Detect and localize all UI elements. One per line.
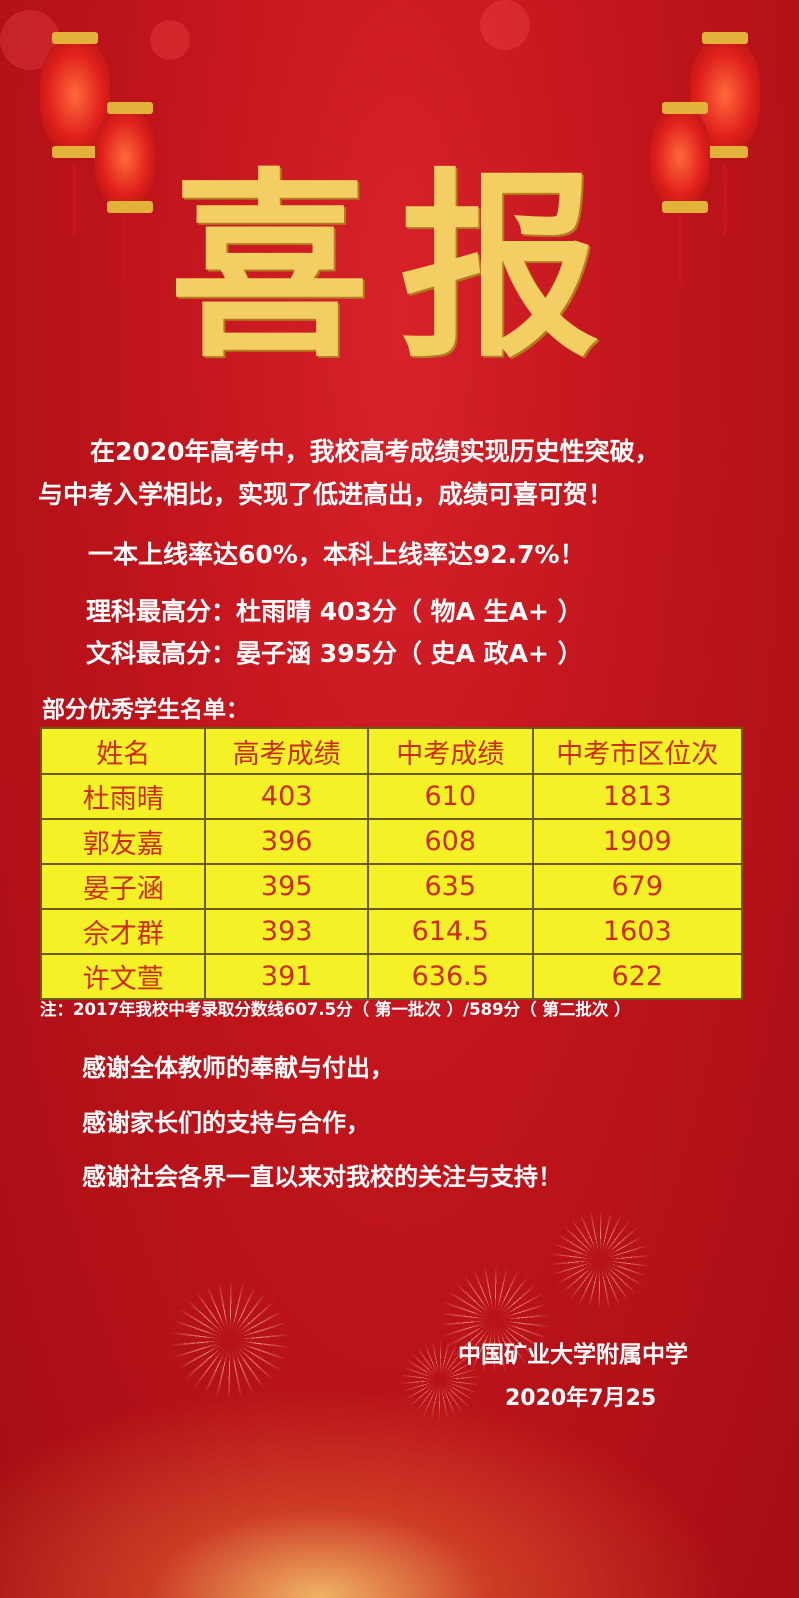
cell-gaokao: 396 [204, 818, 369, 865]
light-glow [0, 1348, 799, 1598]
poster-title: 喜报 [169, 150, 630, 385]
header-cell: 高考成绩 [204, 727, 369, 775]
lantern-icon [650, 102, 710, 213]
intro-line-1: 在2020年高考中，我校高考成绩实现历史性突破， [90, 437, 660, 466]
admission-rates: 一本上线率达60%，本科上线率达92.7%！ [88, 540, 585, 569]
cell-gaokao: 391 [204, 953, 369, 1000]
top-arts-score: 文科最高分：晏子涵 395分（ 史A 政A+ ） [86, 639, 583, 668]
table-row: 许文萱 391 636.5 622 [39, 953, 744, 1000]
cell-rank: 1813 [531, 773, 744, 820]
lantern-icon [95, 102, 155, 213]
table-row: 佘才群 393 614.5 1603 [39, 908, 744, 955]
bokeh-light [480, 0, 530, 50]
student-table: 姓名 高考成绩 中考成绩 中考市区位次 杜雨晴 403 610 1813 郭友嘉… [39, 727, 744, 1000]
cell-name: 晏子涵 [39, 863, 207, 910]
cell-rank: 622 [531, 953, 744, 1000]
school-name: 中国矿业大学附属中学 [458, 1342, 688, 1368]
intro-line-2: 与中考入学相比，实现了低进高出，成绩可喜可贺！ [38, 480, 614, 509]
cell-zhongkao: 635 [366, 863, 534, 910]
header-cell: 姓名 [39, 727, 207, 775]
firework-icon [550, 1210, 650, 1310]
thanks-line: 感谢社会各界一直以来对我校的关注与支持！ [82, 1163, 562, 1191]
cell-zhongkao: 610 [366, 773, 534, 820]
tassel-icon [678, 215, 682, 285]
header-cell: 中考成绩 [366, 727, 534, 775]
table-row: 杜雨晴 403 610 1813 [39, 773, 744, 820]
tassel-icon [72, 165, 76, 235]
lantern-icon [690, 32, 760, 158]
cell-gaokao: 395 [204, 863, 369, 910]
tassel-icon [122, 215, 126, 285]
cell-zhongkao: 636.5 [366, 953, 534, 1000]
table-row: 郭友嘉 396 608 1909 [39, 818, 744, 865]
cell-name: 许文萱 [39, 953, 207, 1000]
thanks-line: 感谢全体教师的奉献与付出， [82, 1054, 394, 1082]
cell-name: 杜雨晴 [39, 773, 207, 820]
tassel-icon [723, 165, 727, 235]
cell-name: 郭友嘉 [39, 818, 207, 865]
table-row: 晏子涵 395 635 679 [39, 863, 744, 910]
footnote: 注：2017年我校中考录取分数线607.5分（ 第一批次 ）/589分（ 第二批… [40, 1000, 631, 1019]
header-cell: 中考市区位次 [531, 727, 744, 775]
bokeh-light [150, 20, 190, 60]
cell-gaokao: 403 [204, 773, 369, 820]
top-science-score: 理科最高分：杜雨晴 403分（ 物A 生A+ ） [86, 597, 583, 626]
list-heading: 部分优秀学生名单： [42, 697, 249, 723]
cell-zhongkao: 608 [366, 818, 534, 865]
cell-zhongkao: 614.5 [366, 908, 534, 955]
thanks-line: 感谢家长们的支持与合作， [82, 1109, 370, 1137]
table-header-row: 姓名 高考成绩 中考成绩 中考市区位次 [39, 727, 744, 775]
cell-gaokao: 393 [204, 908, 369, 955]
cell-name: 佘才群 [39, 908, 207, 955]
cell-rank: 1603 [531, 908, 744, 955]
poster-date: 2020年7月25 [505, 1386, 657, 1411]
cell-rank: 1909 [531, 818, 744, 865]
cell-rank: 679 [531, 863, 744, 910]
